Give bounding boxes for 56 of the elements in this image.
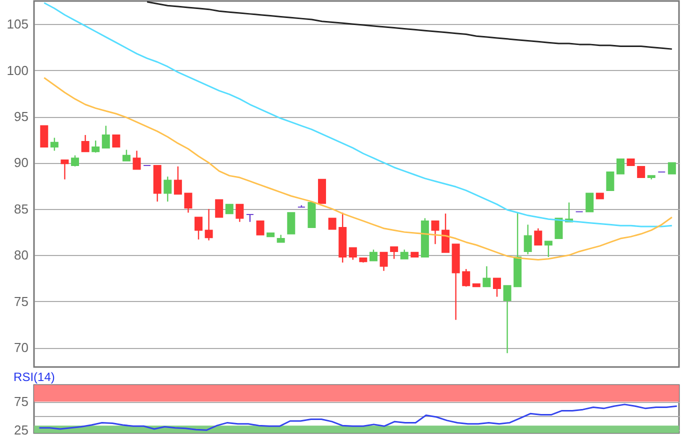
- candlestick: [492, 278, 501, 298]
- candlestick: [668, 162, 676, 174]
- y-tick-label: 75: [14, 394, 28, 410]
- line-series: [146, 1, 673, 50]
- candlestick: [236, 204, 244, 222]
- candlestick: [194, 216, 203, 240]
- candlestick: [132, 150, 141, 170]
- line-series: [43, 76, 673, 261]
- candlestick: [60, 159, 69, 180]
- candlestick: [462, 268, 470, 288]
- y-tick-label: 75: [14, 294, 28, 309]
- candlestick: [102, 125, 110, 149]
- y-tick-label: 100: [6, 62, 28, 78]
- candlestick: [442, 212, 450, 253]
- candlestick: [606, 171, 614, 191]
- candlestick: [215, 199, 224, 218]
- y-tick-label: 25: [14, 422, 28, 438]
- y-tick-label: 105: [6, 16, 28, 32]
- candlestick: [225, 204, 234, 214]
- line-series: [43, 2, 673, 228]
- candlestick: [544, 240, 552, 258]
- candlestick: [112, 134, 120, 148]
- candlestick: [369, 249, 378, 262]
- candlestick: [390, 246, 398, 260]
- y-tick-label: 90: [14, 155, 28, 170]
- candlestick: [184, 192, 192, 214]
- y-tick-label: 95: [14, 109, 28, 124]
- candlestick: [554, 218, 563, 240]
- chart-title: RSI(14): [14, 370, 55, 384]
- candlestick: [174, 166, 182, 195]
- candlestick: [81, 134, 90, 152]
- candlestick: [524, 224, 532, 255]
- candlestick: [586, 192, 594, 212]
- candlestick: [164, 176, 172, 202]
- candlestick: [348, 247, 357, 260]
- candlestick: [40, 125, 48, 148]
- candlestick: [287, 212, 296, 234]
- candlestick: [380, 252, 388, 272]
- candlestick: [637, 166, 646, 178]
- candlestick: [503, 285, 512, 354]
- candlestick: [71, 154, 80, 168]
- candlestick: [328, 218, 336, 230]
- candlestick: [50, 137, 58, 152]
- candlestick: [92, 140, 100, 154]
- candlestick: [616, 158, 624, 174]
- candlestick: [482, 266, 491, 288]
- line-series: [38, 404, 678, 431]
- y-tick-label: 85: [14, 201, 28, 216]
- candlestick: [431, 220, 440, 245]
- candlestick: [204, 208, 213, 241]
- y-tick-label: 80: [14, 248, 28, 263]
- y-tick-label: 70: [14, 340, 28, 356]
- candlestick: [256, 220, 264, 236]
- candlestick: [400, 249, 408, 260]
- candlestick: [122, 149, 130, 162]
- candlestick: [534, 228, 542, 246]
